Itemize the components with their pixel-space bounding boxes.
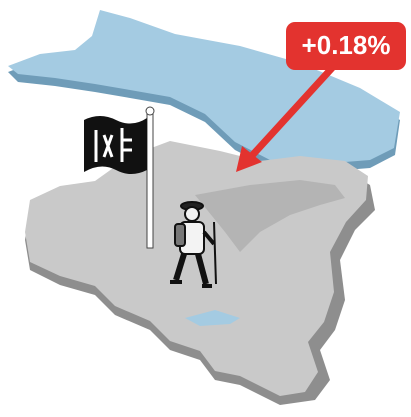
flag xyxy=(84,106,155,249)
hiker xyxy=(170,201,217,288)
lake xyxy=(8,10,400,172)
callout: +0.18% xyxy=(236,22,406,172)
region-map xyxy=(25,141,375,405)
callout-box xyxy=(286,22,406,70)
callout-text: +0.18% xyxy=(302,30,391,60)
